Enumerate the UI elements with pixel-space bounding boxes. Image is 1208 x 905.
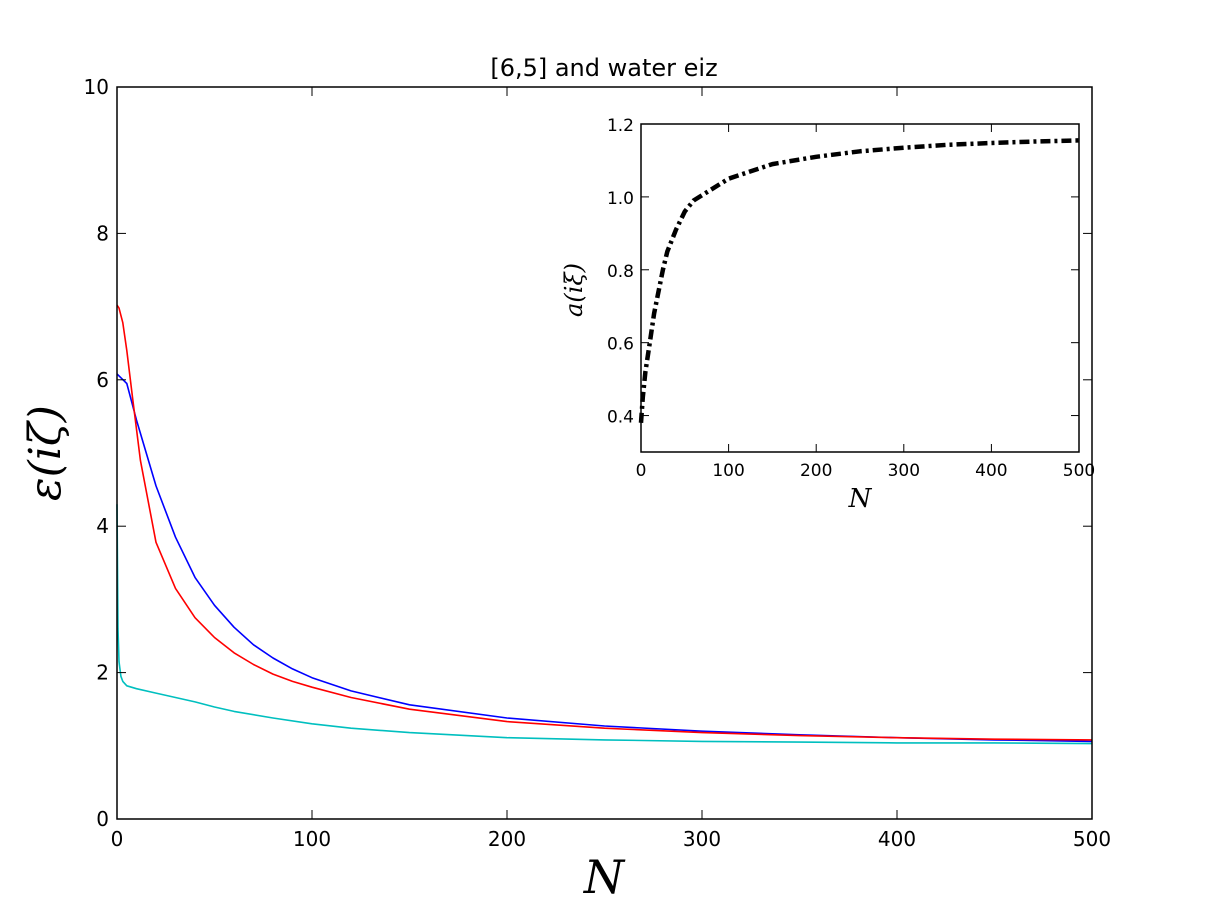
main-y-tick-label: 2 [96,661,109,685]
main-series-group [116,304,1093,745]
main-chart-title: [6,5] and water eiz [490,54,717,82]
main-x-tick-label: 100 [293,827,331,851]
main-x-axis-label: N [583,850,626,904]
inset-y-tick-label: 0.6 [607,335,634,355]
inset-y-axis-label: a(iξ) [560,263,588,317]
inset-series-group [638,138,1080,423]
inset-ticks-group: 0 100 200 300 400 500 0.4 0.6 0.8 1.0 1.2 [607,116,1095,481]
inset-series-line-0 [638,138,1080,423]
main-x-tick-label: 500 [1073,827,1111,851]
main-ticks-group: 0 100 200 300 400 500 0 2 4 6 8 10 [84,75,1112,851]
inset-y-tick-label: 0.8 [607,262,634,282]
inset-x-tick-label: 500 [1063,461,1095,481]
inset-x-tick-label: 400 [975,461,1007,481]
main-y-tick-label: 6 [96,368,109,392]
main-x-tick-label: 200 [488,827,526,851]
inset-plot-frame [640,123,1080,453]
main-x-tick-label: 0 [111,827,124,851]
main-x-tick-label: 400 [878,827,916,851]
main-series-line-2 [116,504,1093,745]
inset-x-axis-label: N [848,484,873,514]
inset-x-tick-label: 300 [888,461,920,481]
main-y-tick-label: 4 [96,514,109,538]
inset-x-tick-label: 100 [712,461,744,481]
inset-y-tick-label: 1.0 [607,189,634,209]
inset-x-tick-label: 200 [800,461,832,481]
main-plot-frame [116,86,1093,820]
inset-y-tick-label: 0.4 [607,408,634,428]
main-series-line-1 [116,304,1093,741]
main-x-tick-label: 300 [683,827,721,851]
main-y-tick-label: 10 [84,75,109,99]
main-y-tick-label: 8 [96,221,109,245]
inset-y-tick-label: 1.2 [607,116,634,136]
main-y-tick-label: 0 [96,807,109,831]
inset-chart: 0 100 200 300 400 500 0.4 0.6 0.8 1.0 1.2 N a(iξ) [560,116,1095,514]
main-series-line-0 [116,373,1093,743]
inset-x-tick-label: 0 [636,461,647,481]
main-y-axis-label: ε(iζ) [20,405,71,501]
inset-plot-area [641,124,1079,452]
